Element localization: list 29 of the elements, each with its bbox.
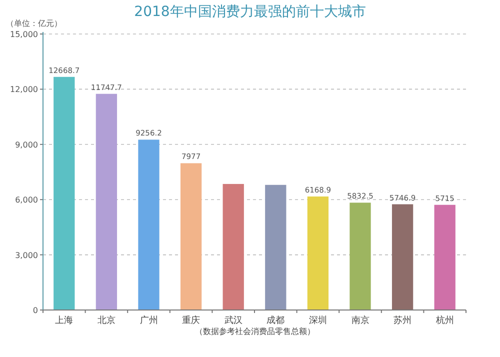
y-tick-label: 15,000 [10,30,38,39]
x-tick-label: 成都 [266,315,285,326]
x-tick-label: 上海 [55,315,74,326]
x-tick-label: 广州 [140,315,158,326]
bar [265,184,286,310]
x-tick-label: 北京 [97,315,116,326]
bar [307,196,329,310]
bar [54,76,75,310]
chart-title: 2018年中国消费力最强的前十大城市 [134,4,366,20]
y-tick-label: 3,000 [15,250,38,260]
y-tick-label: 9,000 [15,140,38,150]
bar [96,94,118,310]
bar [392,204,414,310]
y-tick-label: 12,000 [10,85,38,94]
x-tick-label: 重庆 [182,315,200,326]
y-tick-label: 6,000 [15,196,38,205]
x-tick-label: 武汉 [224,315,242,326]
bar [350,202,371,310]
x-tick-label: 杭州 [434,315,454,326]
y-tick-label: 0 [32,306,38,315]
bar [138,140,160,310]
y-axis-title: （单位：亿元） [6,19,62,28]
bar [434,204,456,310]
bar [180,163,202,310]
text: （数据参考社会消费品零售总额） [195,327,315,336]
x-tick-label: 苏州 [394,315,412,326]
x-tick-label: 深圳 [308,315,327,326]
x-tick-label: 南京 [351,315,370,326]
bar [222,184,244,310]
